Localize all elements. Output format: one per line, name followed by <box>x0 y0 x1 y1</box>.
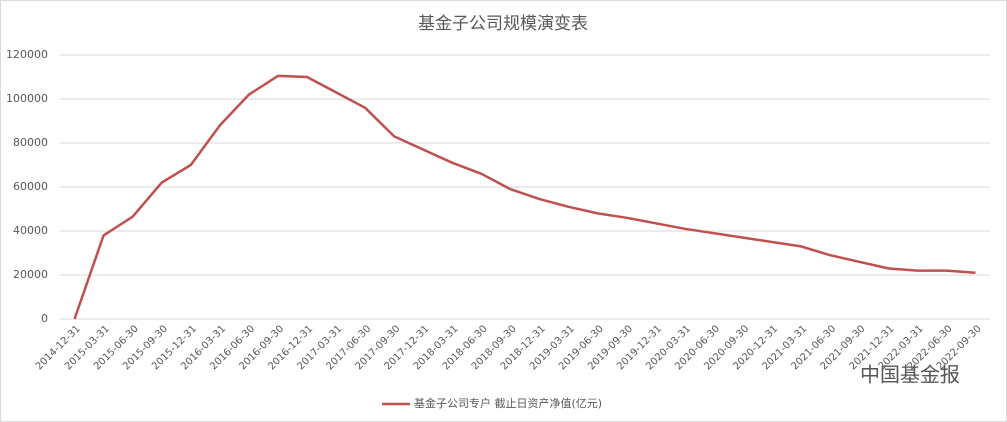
y-tick-label: 120000 <box>6 48 48 61</box>
y-tick-label: 40000 <box>13 224 48 237</box>
y-tick-label: 0 <box>41 312 48 325</box>
watermark: 中国基金报 <box>860 363 960 387</box>
y-tick-label: 80000 <box>13 136 48 149</box>
legend-label: 基金子公司专户 截止日资产净值(亿元) <box>414 396 602 410</box>
chart-title: 基金子公司规模演变表 <box>418 14 588 34</box>
y-tick-label: 60000 <box>13 180 48 193</box>
line <box>73 74 976 320</box>
y-tick-label: 20000 <box>13 268 48 281</box>
y-tick-label: 100000 <box>6 92 48 105</box>
